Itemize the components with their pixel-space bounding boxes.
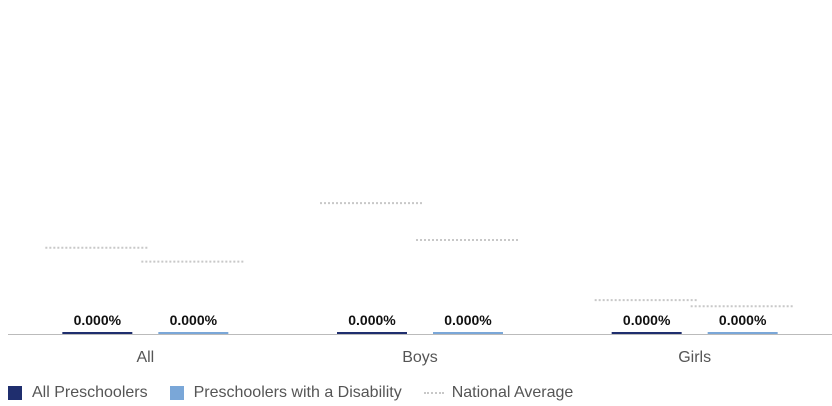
legend-swatch-national-average bbox=[423, 392, 444, 394]
data-label-all-series-0: 0.000% bbox=[74, 312, 122, 328]
legend-label-all-preschoolers: All Preschoolers bbox=[32, 384, 148, 401]
x-tick-label-girls: Girls bbox=[678, 349, 711, 366]
bar-all-series-1[interactable] bbox=[158, 332, 229, 334]
data-label-boys-series-1: 0.000% bbox=[444, 312, 492, 328]
legend-item-national-average[interactable]: National Average bbox=[423, 384, 574, 402]
data-label-all-series-1: 0.000% bbox=[170, 312, 218, 328]
bar-chart: 0.000% 0.000% All 0.000% 0.000% Boys 0.000% 0.0… bbox=[8, 202, 832, 366]
data-label-girls-series-0: 0.000% bbox=[623, 312, 671, 328]
legend-item-with-disability[interactable]: Preschoolers with a Disability bbox=[169, 384, 402, 402]
legend-swatch-with-disability bbox=[169, 386, 184, 400]
bar-boys-series-1[interactable] bbox=[433, 332, 503, 334]
bar-boys-series-0[interactable] bbox=[337, 332, 407, 334]
data-label-girls-series-1: 0.000% bbox=[719, 312, 767, 328]
legend-item-all-preschoolers[interactable]: All Preschoolers bbox=[8, 384, 148, 402]
legend-swatch-all-preschoolers bbox=[8, 386, 22, 400]
legend-label-with-disability: Preschoolers with a Disability bbox=[193, 384, 402, 401]
bar-all-series-0[interactable] bbox=[62, 332, 133, 334]
legend: All Preschoolers Preschoolers with a Dis… bbox=[8, 384, 595, 402]
x-tick-label-all: All bbox=[136, 349, 154, 366]
bar-girls-series-1[interactable] bbox=[707, 332, 778, 334]
bar-girls-series-0[interactable] bbox=[611, 332, 682, 334]
x-tick-label-boys: Boys bbox=[402, 349, 438, 366]
legend-label-national-average: National Average bbox=[451, 384, 574, 401]
data-label-boys-series-0: 0.000% bbox=[348, 312, 396, 328]
